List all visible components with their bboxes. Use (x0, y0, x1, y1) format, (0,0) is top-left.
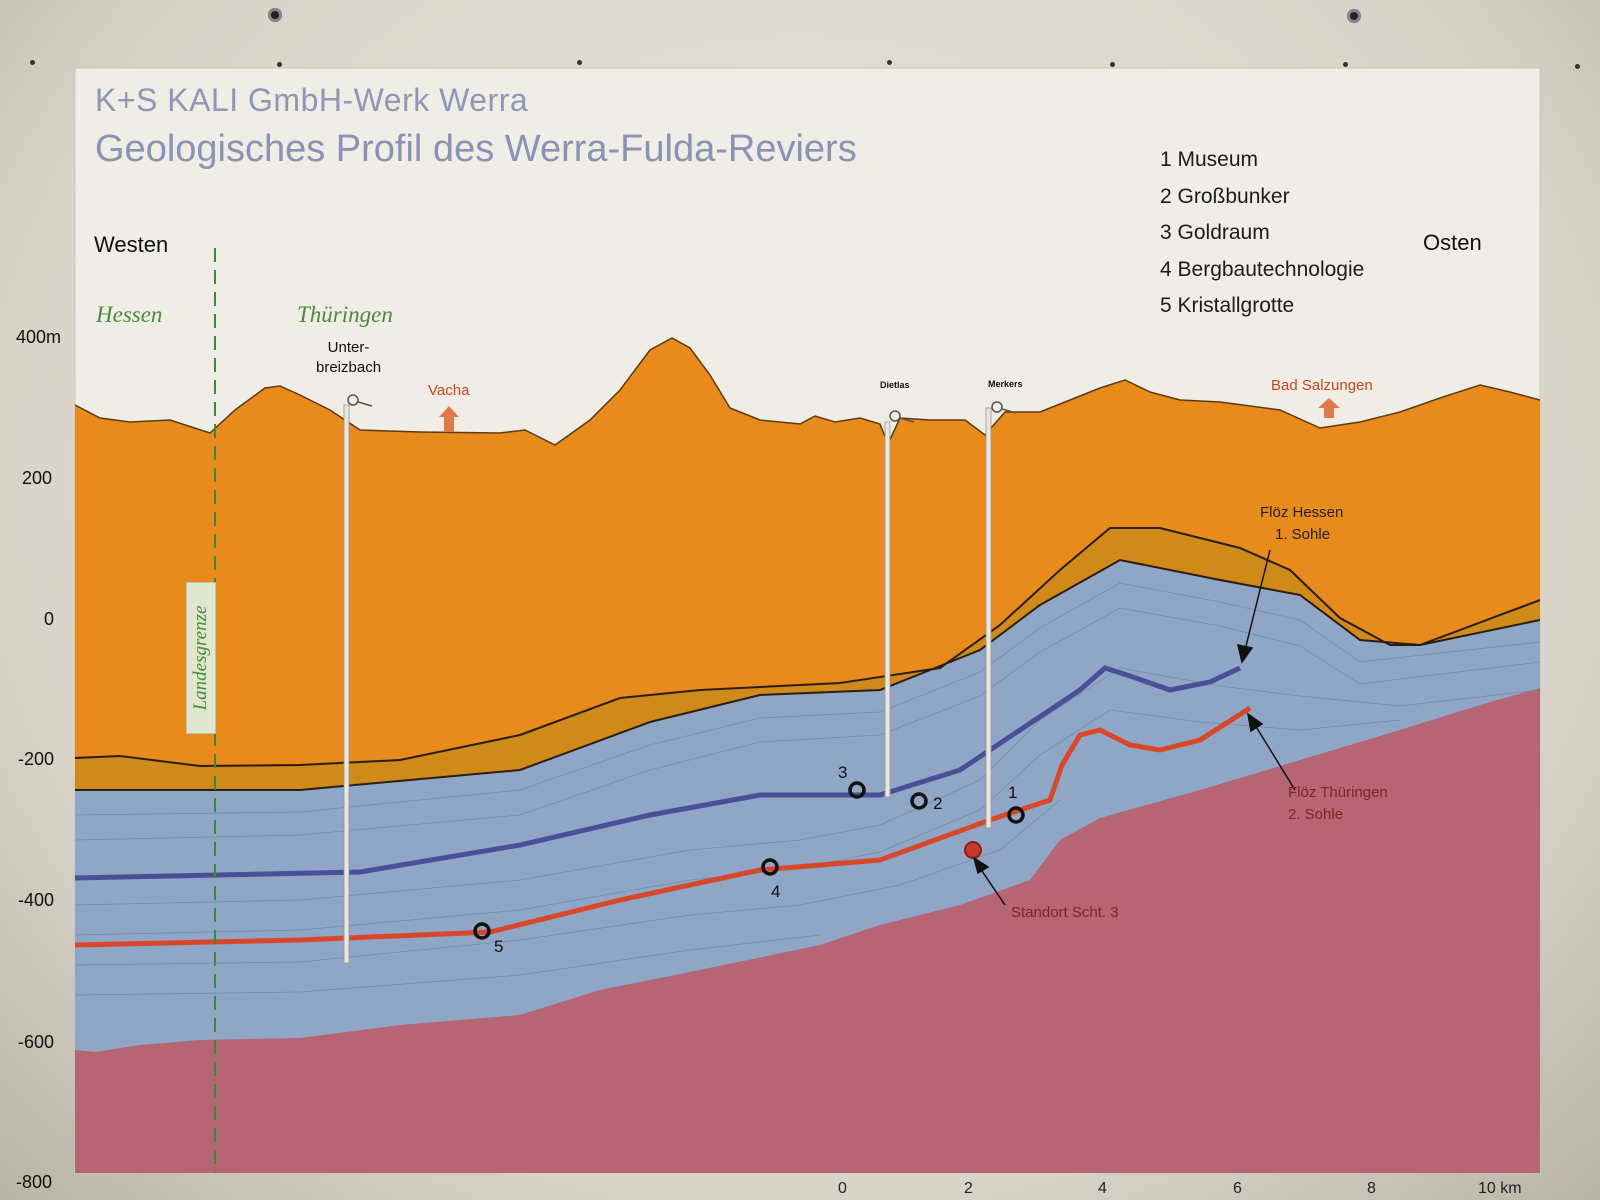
salt-layer (75, 560, 1540, 1052)
pin-icon (277, 62, 282, 67)
x-tick-label: 6 (1233, 1180, 1242, 1197)
seam-thueringen-name: Flöz Thüringen (1288, 784, 1388, 801)
marker-3-icon (848, 781, 866, 799)
marker-4-label: 4 (771, 882, 781, 901)
place-unterbreizbach-line1: Unter- (327, 339, 370, 356)
pin-icon (1343, 62, 1348, 67)
pin-icon (1110, 62, 1115, 67)
place-unterbreizbach-line2: breizbach (316, 359, 382, 376)
page-title: Geologisches Profil des Werra-Fulda-Revi… (95, 128, 857, 170)
shaft-unterbreizbach (343, 394, 373, 964)
legend-item: 2 Großbunker (1160, 184, 1290, 208)
y-tick-label: 0 (44, 609, 55, 629)
salt-strata (75, 582, 1540, 996)
legend-item: 1 Museum (1160, 148, 1259, 171)
surface-line (75, 337, 1540, 446)
annotation-arrows (972, 549, 1296, 906)
marker-5-icon (473, 922, 491, 940)
place-dietlas: Dietlas (880, 380, 910, 390)
legend-item: 3 Goldraum (1160, 221, 1270, 244)
standort-marker-icon (964, 841, 982, 859)
pin-icon (577, 60, 582, 65)
y-tick-label: -800 (16, 1172, 53, 1192)
y-tick-label: 200 (22, 468, 53, 488)
screw-icon (1347, 9, 1361, 23)
y-tick-label: -200 (18, 749, 55, 769)
marker-2-label: 2 (933, 794, 943, 813)
x-tick-label: 2 (964, 1180, 973, 1197)
pin-icon (30, 60, 35, 65)
marker-4-icon (761, 858, 779, 876)
y-tick-label: -400 (18, 890, 55, 910)
state-left-label: Hessen (96, 302, 163, 327)
legend: 1 Museum 2 Großbunker 3 Goldraum 4 Bergb… (1160, 148, 1364, 331)
vacha-arrow-icon (439, 406, 459, 432)
salt-top-line (75, 558, 1540, 791)
border-label: Landesgrenze (186, 582, 216, 734)
x-tick-label: 10 km (1478, 1180, 1522, 1197)
y-tick-label: 400m (16, 327, 62, 347)
overburden-layer (75, 338, 1540, 766)
stop-markers (473, 781, 1025, 940)
pin-icon (887, 60, 892, 65)
marker-2-icon (910, 792, 928, 810)
bad-salzungen-arrow-icon (1318, 398, 1340, 418)
x-tick-label: 0 (838, 1180, 847, 1197)
place-unterbreizbach: Unter- breizbach (316, 338, 381, 378)
marker-3-label: 3 (838, 763, 848, 782)
pin-icon (1575, 64, 1580, 69)
place-merkers: Merkers (988, 379, 1023, 389)
west-label: Westen (94, 232, 169, 257)
border-label-text: Landesgrenze (190, 605, 211, 711)
shaft-dietlas (884, 410, 915, 798)
company-title: K+S KALI GmbH-Werk Werra (95, 82, 529, 118)
place-bad-salzungen: Bad Salzungen (1271, 377, 1373, 394)
marker-1-icon (1007, 806, 1025, 824)
seam-hessen-name: Flöz Hessen (1260, 504, 1344, 521)
shaft-merkers (985, 401, 1017, 829)
place-vacha: Vacha (428, 382, 470, 399)
legend-item: 4 Bergbautechnologie (1160, 257, 1365, 281)
marker-1-label: 1 (1008, 783, 1018, 802)
y-tick-label: -600 (18, 1032, 55, 1052)
screw-icon (268, 8, 282, 22)
mid-boundary-line (75, 527, 1540, 768)
seam-hessen-level: 1. Sohle (1275, 526, 1331, 543)
standort-label: Standort Scht. 3 (1011, 904, 1119, 921)
x-tick-label: 4 (1098, 1180, 1107, 1197)
marker-5-label: 5 (494, 937, 504, 956)
seam-thueringen-label: Flöz Thüringen 2. Sohle (1288, 782, 1388, 826)
state-right-label: Thüringen (297, 302, 393, 327)
x-tick-label: 8 (1367, 1180, 1376, 1197)
seam-hessen-label: Flöz Hessen 1. Sohle (1260, 502, 1343, 546)
east-label: Osten (1423, 230, 1482, 255)
seam-thueringen-level: 2. Sohle (1288, 806, 1344, 823)
seam-thueringen-line (75, 705, 1252, 948)
legend-item: 5 Kristallgrotte (1160, 294, 1295, 317)
